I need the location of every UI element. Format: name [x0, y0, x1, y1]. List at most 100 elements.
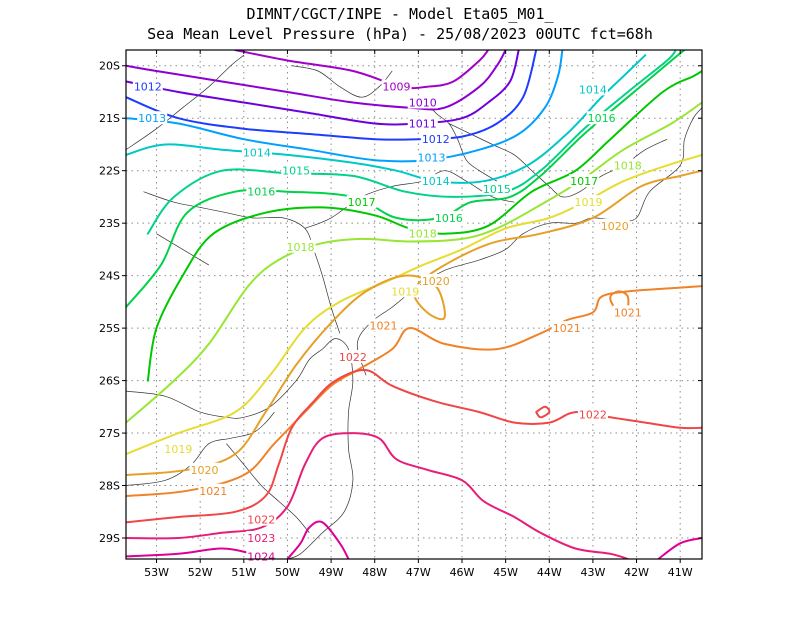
- isobar-label-bg: [381, 79, 412, 93]
- isobar-line: [126, 169, 702, 476]
- x-tick-label: 44W: [537, 566, 562, 579]
- isobar-label: 1020: [191, 464, 219, 477]
- isobar-label-bg: [241, 145, 272, 159]
- isobar-line: [126, 369, 702, 524]
- isobar-label-bg: [599, 218, 630, 232]
- isobar-label: 1022: [339, 351, 367, 364]
- isobar-label-bg: [132, 79, 163, 93]
- y-axis: 20S 21S 22S 23S 24S 25S 26S 27S 28S 29S: [99, 60, 702, 545]
- isobar-label: 1016: [435, 212, 463, 225]
- isobar-label: 1022: [247, 514, 275, 527]
- chart-subtitle: Sea Mean Level Pressure (hPa) - 25/08/20…: [147, 25, 653, 43]
- coastline-segment: [143, 191, 341, 334]
- isobar-line: [126, 50, 507, 111]
- y-tick-label: 27S: [99, 427, 120, 440]
- isobar-label: 1018: [409, 228, 437, 241]
- isobar-line: [146, 50, 677, 235]
- x-tick-label: 43W: [580, 566, 605, 579]
- isobar-label-layer: 1009 1010 1011 1012 1012 1013 1013 1014 1014 1014…: [132, 79, 643, 563]
- isobar-label-bg: [285, 239, 316, 253]
- y-tick-label: 21S: [99, 112, 120, 125]
- isobar-label: 1020: [422, 275, 450, 288]
- isobar-line: [126, 153, 702, 456]
- x-tick-label: 52W: [188, 566, 213, 579]
- y-tick-label: 20S: [99, 60, 120, 73]
- x-tick-label: 47W: [406, 566, 431, 579]
- isobar-label-bg: [163, 441, 194, 455]
- isobar-label-bg: [246, 531, 277, 545]
- isobar-label: 1014: [579, 83, 607, 96]
- isobar-label-bg: [612, 158, 643, 172]
- isobar-label-bg: [407, 116, 438, 130]
- isobar-label-bg: [407, 95, 438, 109]
- isobar-label: 1021: [614, 306, 642, 319]
- isobar-label: 1012: [422, 133, 450, 146]
- isobar-label-bg: [346, 195, 377, 209]
- isobar-label: 1022: [579, 409, 607, 422]
- isobar-label-bg: [137, 111, 168, 125]
- isobar-label-bg: [337, 349, 368, 363]
- isobar-label-bg: [586, 111, 617, 125]
- y-tick-label: 24S: [99, 270, 120, 283]
- isobar-label: 1011: [409, 117, 437, 130]
- isobar-label-bg: [246, 184, 277, 198]
- isobar-label: 1017: [348, 196, 376, 209]
- isobar-label-bg: [246, 512, 277, 526]
- isobar-label: 1021: [553, 322, 581, 335]
- isobar-label: 1016: [588, 112, 616, 125]
- isobar-label-bg: [198, 483, 229, 497]
- isobar-label-bg: [189, 462, 220, 476]
- isobar-label: 1013: [417, 152, 445, 165]
- isobar-line: [126, 285, 702, 497]
- isobar-layer: [126, 50, 702, 559]
- isobar-label: 1018: [287, 241, 315, 254]
- isobar-line: [126, 54, 647, 184]
- isobar-label: 1023: [247, 532, 275, 545]
- isobar-label: 1014: [422, 175, 450, 188]
- isobar-line: [126, 432, 629, 559]
- x-tick-label: 50W: [275, 566, 300, 579]
- isobar-label-bg: [407, 226, 438, 240]
- x-tick-label: 41W: [668, 566, 693, 579]
- isobar-label: 1019: [164, 443, 192, 456]
- isobar-label: 1009: [383, 81, 411, 94]
- isobar-label-bg: [420, 132, 451, 146]
- isobar-label: 1018: [614, 159, 642, 172]
- isobar-line: [126, 50, 520, 126]
- isobar-label: 1010: [409, 96, 437, 109]
- isobar-label: 1021: [369, 319, 397, 332]
- y-tick-label: 22S: [99, 165, 120, 178]
- y-tick-label: 28S: [99, 480, 120, 493]
- isobar-label-bg: [433, 210, 464, 224]
- isobar-label-bg: [577, 407, 608, 421]
- coastline-segment: [356, 107, 702, 376]
- isobar-label: 1019: [575, 196, 603, 209]
- isobar-label: 1019: [391, 285, 419, 298]
- isobar-label: 1015: [483, 183, 511, 196]
- isobar-label-bg: [420, 174, 451, 188]
- isobar-label: 1021: [199, 485, 227, 498]
- isobar-label-bg: [420, 273, 451, 287]
- isobar-label: 1016: [247, 186, 275, 199]
- isobar-label-bg: [416, 150, 447, 164]
- coastline-segment: [156, 233, 210, 266]
- isobar-label: 1015: [282, 165, 310, 178]
- isobar-label: 1020: [601, 220, 629, 233]
- chart-title: DIMNT/CGCT/INPE - Model Eta05_M01_: [246, 5, 554, 23]
- isobar-line: [234, 50, 490, 90]
- isobar-label-bg: [573, 195, 604, 209]
- isobar-label-bg: [551, 321, 582, 335]
- y-tick-label: 25S: [99, 322, 120, 335]
- coastline-segment: [226, 443, 310, 534]
- y-tick-label: 26S: [99, 375, 120, 388]
- isobar-label: 1012: [134, 81, 162, 94]
- isobar-label: 1024: [247, 550, 275, 563]
- isobar-label: 1013: [138, 112, 166, 125]
- coastline-segment: [126, 54, 245, 150]
- x-axis: 53W 52W 51W 50W 49W 48W 47W 46W 45W 44W 43W 42W 41W: [144, 50, 693, 579]
- isobar-label-bg: [612, 305, 643, 319]
- isobar-label-bg: [390, 284, 421, 298]
- x-tick-label: 42W: [624, 566, 649, 579]
- y-tick-label: 29S: [99, 532, 120, 545]
